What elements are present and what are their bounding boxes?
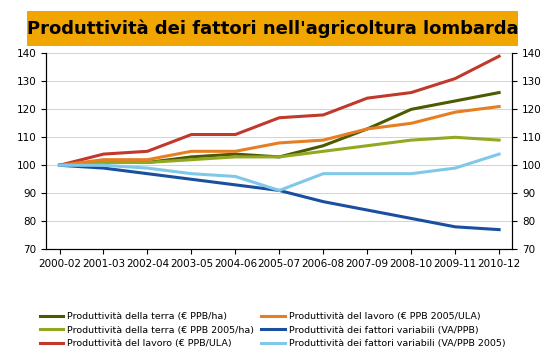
Produttività della terra (€ PPB 2005/ha) bbox=[144, 160, 151, 164]
Produttività dei fattori variabili (VA/PPB 2005) bbox=[100, 163, 107, 167]
FancyBboxPatch shape bbox=[27, 11, 518, 46]
Produttività dei fattori variabili (VA/PPB) bbox=[276, 188, 283, 193]
Produttività dei fattori variabili (VA/PPB) bbox=[232, 183, 239, 187]
Produttività della terra (€ PPB/ha) bbox=[56, 163, 63, 167]
Produttività della terra (€ PPB/ha) bbox=[320, 143, 326, 148]
Produttività del lavoro (€ PPB/ULA) bbox=[496, 54, 502, 58]
Produttività della terra (€ PPB 2005/ha) bbox=[408, 138, 414, 142]
Produttività della terra (€ PPB/ha) bbox=[276, 155, 283, 159]
Produttività dei fattori variabili (VA/PPB 2005) bbox=[56, 163, 63, 167]
Text: Produttività dei fattori nell'agricoltura lombarda: Produttività dei fattori nell'agricoltur… bbox=[27, 19, 518, 38]
Legend: Produttività della terra (€ PPB/ha), Produttività della terra (€ PPB 2005/ha), P: Produttività della terra (€ PPB/ha), Pro… bbox=[37, 309, 508, 351]
Produttività della terra (€ PPB/ha) bbox=[188, 155, 195, 159]
Produttività dei fattori variabili (VA/PPB) bbox=[364, 208, 371, 212]
Produttività dei fattori variabili (VA/PPB 2005) bbox=[496, 152, 502, 156]
Produttività dei fattori variabili (VA/PPB 2005) bbox=[232, 174, 239, 179]
Line: Produttività del lavoro (€ PPB 2005/ULA): Produttività del lavoro (€ PPB 2005/ULA) bbox=[59, 106, 499, 165]
Produttività del lavoro (€ PPB/ULA) bbox=[320, 113, 326, 117]
Produttività dei fattori variabili (VA/PPB 2005) bbox=[320, 172, 326, 176]
Produttività della terra (€ PPB 2005/ha) bbox=[232, 155, 239, 159]
Produttività della terra (€ PPB 2005/ha) bbox=[496, 138, 502, 142]
Produttività della terra (€ PPB 2005/ha) bbox=[364, 143, 371, 148]
Produttività dei fattori variabili (VA/PPB 2005) bbox=[144, 166, 151, 170]
Produttività del lavoro (€ PPB 2005/ULA) bbox=[276, 141, 283, 145]
Produttività dei fattori variabili (VA/PPB) bbox=[56, 163, 63, 167]
Produttività del lavoro (€ PPB 2005/ULA) bbox=[452, 110, 458, 114]
Produttività dei fattori variabili (VA/PPB) bbox=[188, 177, 195, 182]
Produttività della terra (€ PPB/ha) bbox=[496, 90, 502, 95]
Produttività della terra (€ PPB 2005/ha) bbox=[56, 163, 63, 167]
Produttività della terra (€ PPB 2005/ha) bbox=[188, 158, 195, 162]
Produttività del lavoro (€ PPB 2005/ULA) bbox=[188, 149, 195, 153]
Produttività del lavoro (€ PPB 2005/ULA) bbox=[100, 158, 107, 162]
Produttività del lavoro (€ PPB/ULA) bbox=[452, 77, 458, 81]
Line: Produttività dei fattori variabili (VA/PPB): Produttività dei fattori variabili (VA/P… bbox=[59, 165, 499, 230]
Produttività dei fattori variabili (VA/PPB) bbox=[320, 199, 326, 204]
Produttività del lavoro (€ PPB 2005/ULA) bbox=[232, 149, 239, 153]
Line: Produttività dei fattori variabili (VA/PPB 2005): Produttività dei fattori variabili (VA/P… bbox=[59, 154, 499, 190]
Produttività del lavoro (€ PPB 2005/ULA) bbox=[144, 158, 151, 162]
Produttività del lavoro (€ PPB/ULA) bbox=[56, 163, 63, 167]
Produttività del lavoro (€ PPB 2005/ULA) bbox=[364, 127, 371, 131]
Produttività dei fattori variabili (VA/PPB 2005) bbox=[188, 172, 195, 176]
Produttività dei fattori variabili (VA/PPB) bbox=[452, 225, 458, 229]
Produttività dei fattori variabili (VA/PPB) bbox=[408, 216, 414, 221]
Line: Produttività della terra (€ PPB 2005/ha): Produttività della terra (€ PPB 2005/ha) bbox=[59, 137, 499, 165]
Produttività del lavoro (€ PPB 2005/ULA) bbox=[56, 163, 63, 167]
Produttività dei fattori variabili (VA/PPB 2005) bbox=[452, 166, 458, 170]
Produttività del lavoro (€ PPB/ULA) bbox=[188, 132, 195, 137]
Produttività dei fattori variabili (VA/PPB 2005) bbox=[276, 188, 283, 193]
Produttività dei fattori variabili (VA/PPB) bbox=[100, 166, 107, 170]
Produttività della terra (€ PPB/ha) bbox=[408, 107, 414, 111]
Produttività della terra (€ PPB 2005/ha) bbox=[452, 135, 458, 140]
Produttività della terra (€ PPB/ha) bbox=[144, 160, 151, 164]
Produttività della terra (€ PPB/ha) bbox=[452, 99, 458, 103]
Produttività della terra (€ PPB 2005/ha) bbox=[276, 155, 283, 159]
Produttività del lavoro (€ PPB/ULA) bbox=[100, 152, 107, 156]
Produttività della terra (€ PPB/ha) bbox=[100, 160, 107, 164]
Produttività del lavoro (€ PPB/ULA) bbox=[232, 132, 239, 137]
Produttività dei fattori variabili (VA/PPB) bbox=[144, 172, 151, 176]
Produttività del lavoro (€ PPB 2005/ULA) bbox=[496, 104, 502, 109]
Produttività del lavoro (€ PPB 2005/ULA) bbox=[320, 138, 326, 142]
Produttività del lavoro (€ PPB 2005/ULA) bbox=[408, 121, 414, 125]
Produttività della terra (€ PPB/ha) bbox=[232, 152, 239, 156]
Produttività della terra (€ PPB/ha) bbox=[364, 127, 371, 131]
Produttività della terra (€ PPB 2005/ha) bbox=[100, 160, 107, 164]
Line: Produttività della terra (€ PPB/ha): Produttività della terra (€ PPB/ha) bbox=[59, 93, 499, 165]
Produttività del lavoro (€ PPB/ULA) bbox=[364, 96, 371, 100]
Produttività dei fattori variabili (VA/PPB 2005) bbox=[364, 172, 371, 176]
Line: Produttività del lavoro (€ PPB/ULA): Produttività del lavoro (€ PPB/ULA) bbox=[59, 56, 499, 165]
Produttività del lavoro (€ PPB/ULA) bbox=[144, 149, 151, 153]
Produttività della terra (€ PPB 2005/ha) bbox=[320, 149, 326, 153]
Produttività del lavoro (€ PPB/ULA) bbox=[276, 116, 283, 120]
Produttività dei fattori variabili (VA/PPB) bbox=[496, 227, 502, 232]
Produttività dei fattori variabili (VA/PPB 2005) bbox=[408, 172, 414, 176]
Produttività del lavoro (€ PPB/ULA) bbox=[408, 90, 414, 95]
